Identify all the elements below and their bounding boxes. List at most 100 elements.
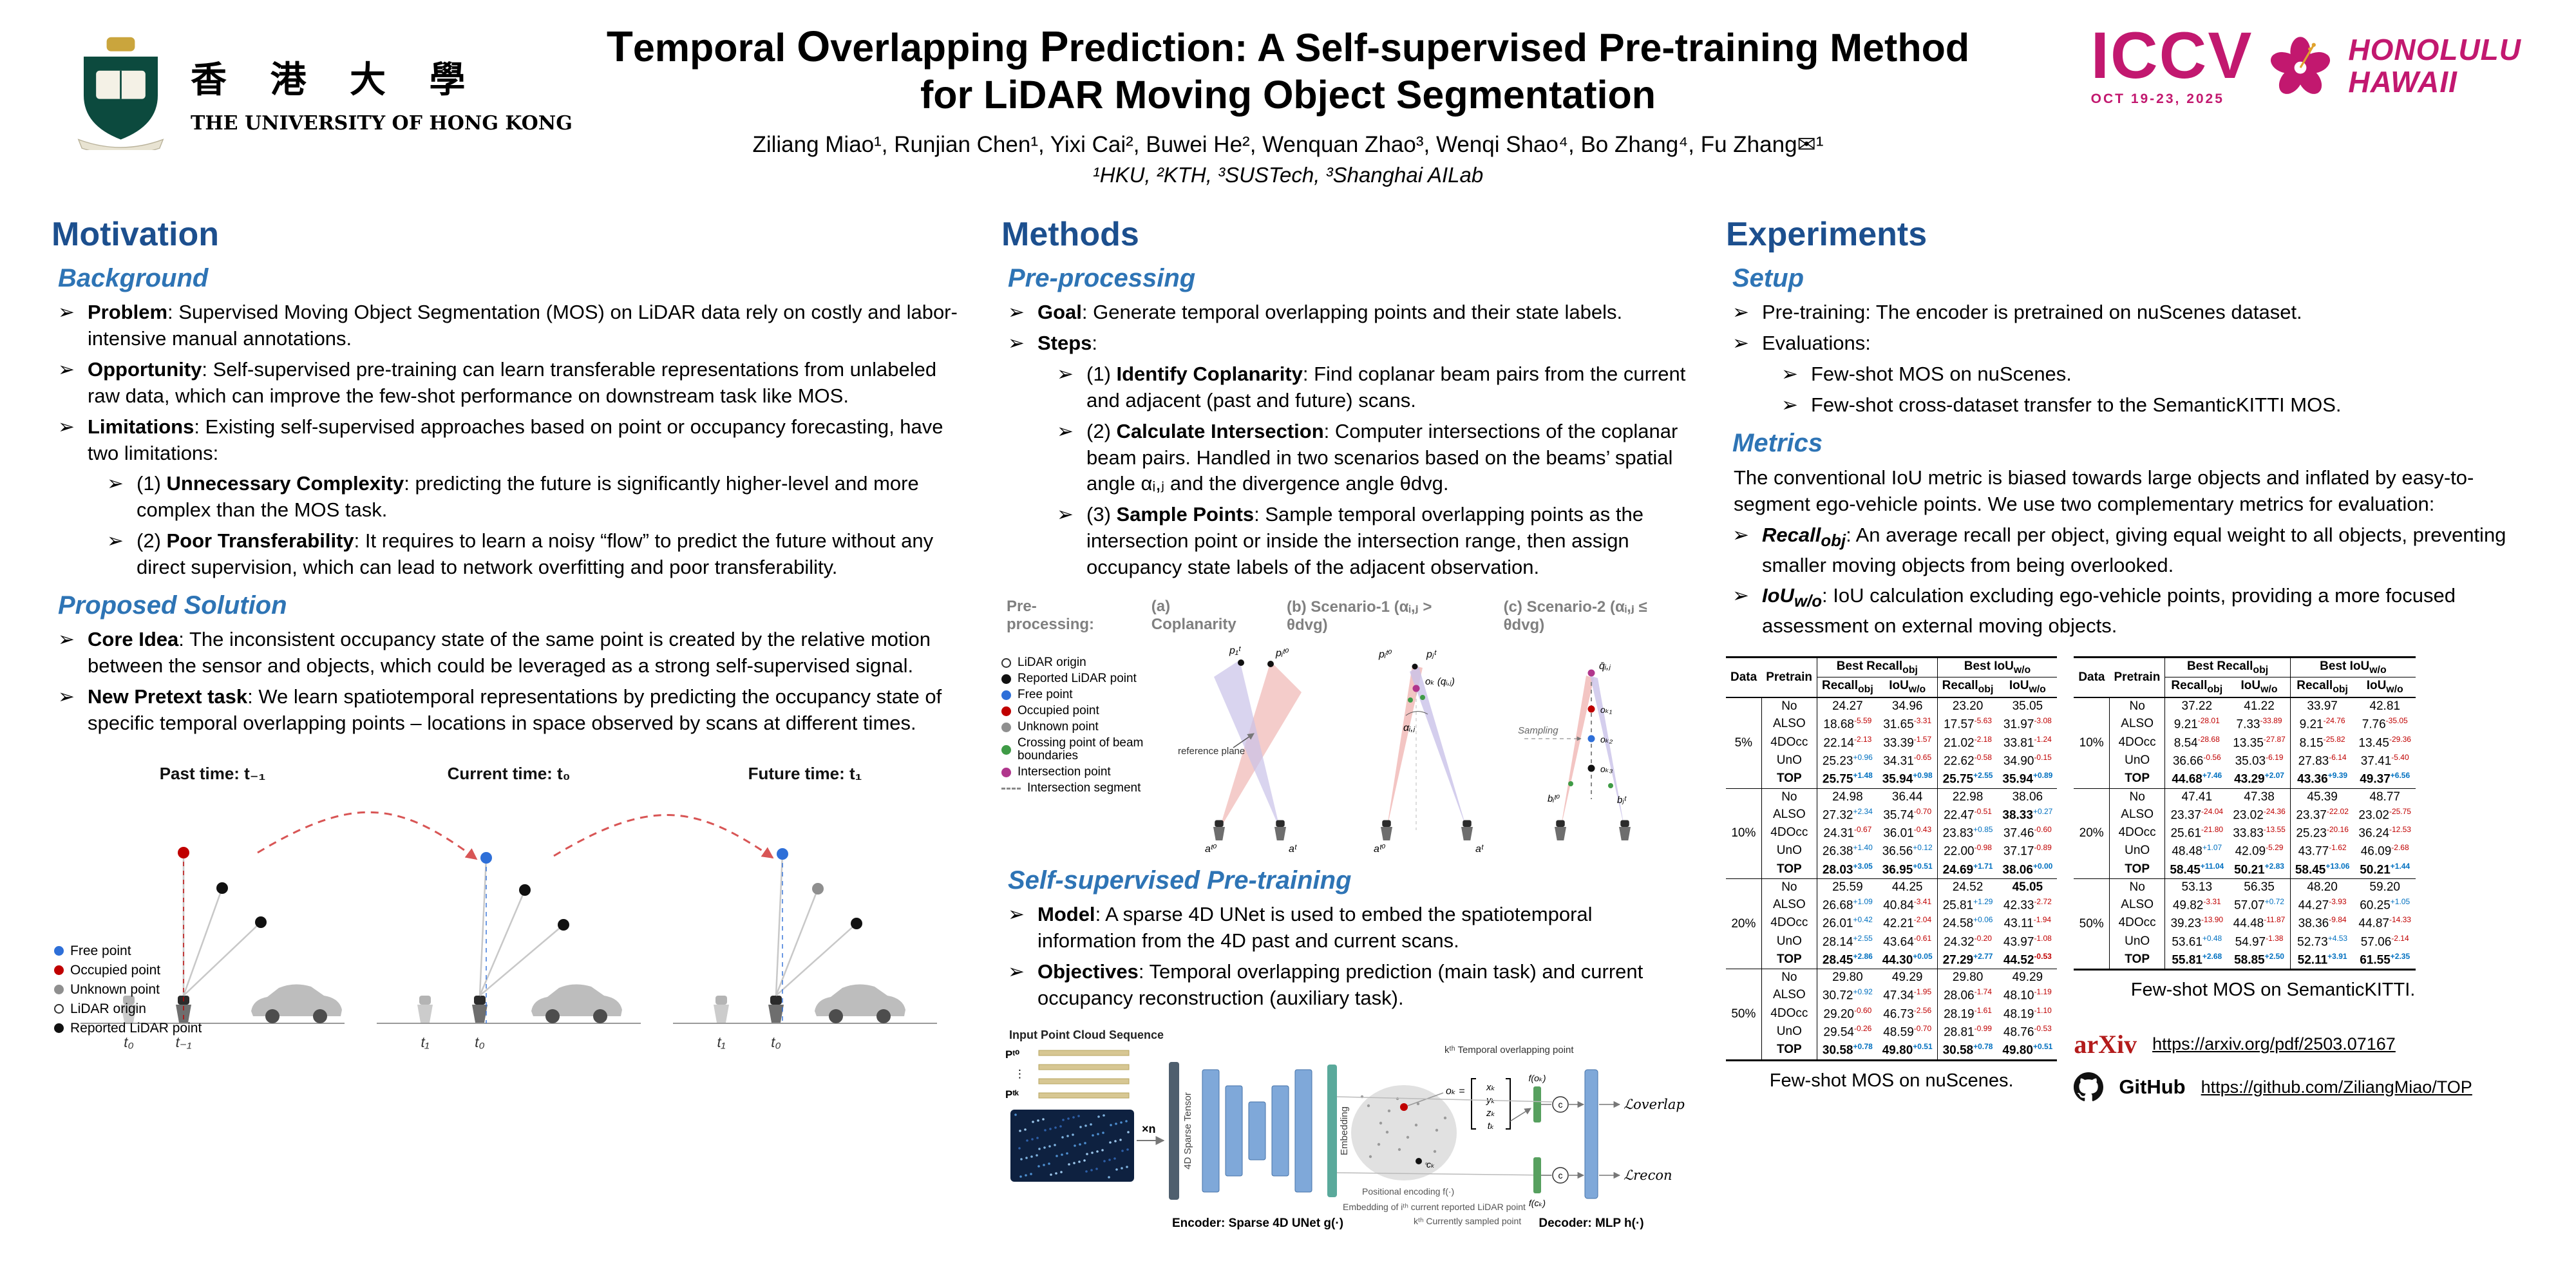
motivation-panel: Future time: t₁ t₁ t₀ <box>673 764 937 1050</box>
label-a-t-b: aᵗ <box>1475 844 1484 855</box>
bullet-arrow-icon: ➢ <box>58 685 75 708</box>
label-loss-recon: ℒrecon <box>1624 1168 1672 1183</box>
legend-item: Free point <box>1001 688 1174 702</box>
bullet-text: : We learn spatiotemporal representation… <box>88 685 942 734</box>
value-cell: 35.94+0.89 <box>2002 771 2053 786</box>
bullet-subitem: ➢ (1) Unnecessary Complexity: predicting … <box>107 471 966 524</box>
legend-label: Free point <box>1018 687 1073 701</box>
bullet-arrow-icon: ➢ <box>1732 584 1749 607</box>
value-cell: 35.03-6.19 <box>2228 751 2291 770</box>
value-cell: 23.02-24.36 <box>2228 805 2291 824</box>
legend-item: Occupied point <box>54 963 202 978</box>
table-row: ALSO 27.32+2.34 35.74-0.70 22.47-0.51 38.33+… <box>1726 805 2057 824</box>
value-cell: 26.68+1.09 <box>1822 896 1873 913</box>
col-subheader: Recallobj <box>2164 677 2229 699</box>
label-pj-b: pⱼᵗ <box>1426 649 1437 660</box>
value-cell: 27.32+2.34 <box>1822 806 1873 822</box>
col-header-data: Data <box>2074 657 2110 699</box>
time-tick-label: t₀ <box>124 1034 133 1050</box>
metric-label: IoUw/o <box>1762 584 1822 611</box>
arxiv-linkrow: arXiv https://arxiv.org/pdf/2503.07167 <box>2074 1029 2472 1059</box>
bullet-arrow-icon: ➢ <box>58 628 75 651</box>
col-subheader: Recallobj <box>1817 677 1878 699</box>
value-cell: 44.52-0.53 <box>2003 951 2052 967</box>
table-row: UnO 25.23+0.96 34.31-0.65 22.62-0.58 34.90-0… <box>1726 751 2057 770</box>
value-cell: 34.31-0.65 <box>1877 751 1938 770</box>
bullet-text: : Supervised Moving Object Segmentation … <box>88 301 958 350</box>
col-header-pretrain: Pretrain <box>2109 657 2166 699</box>
preprocessing-figure-canvas: p₁ᵗ pᵢᵗ⁰ reference plane aᵗ⁰ aᵗ <box>1178 645 1631 855</box>
solution-items: ➢ Core Idea: The inconsistent occupancy s… <box>52 627 966 737</box>
github-link[interactable]: https://github.com/ZiliangMiao/TOP <box>2201 1077 2472 1097</box>
value-cell: 52.11+3.91 <box>2297 951 2347 967</box>
label-bi: bᵢᵗ⁰ <box>1548 793 1560 804</box>
value-cell: 30.58+0.78 <box>1822 1042 1873 1057</box>
value-cell: 35.05 <box>2012 699 2043 714</box>
motivation-figure: Past time: t₋₁ t₀ t₋₁ Current time: t₀ t₁ t₀ F… <box>52 756 966 1062</box>
background-subheading: Background <box>58 264 209 292</box>
bullet-subitem: ➢ (1) Identify Coplanarity: Find coplanar… <box>1057 361 1690 414</box>
motivation-figure-legend: Free point Occupied point Unknown point LiD… <box>54 940 202 1040</box>
legend-item: LiDAR origin <box>1001 656 1174 670</box>
legend-item: Crossing point of beam boundaries <box>1001 736 1174 764</box>
value-cell: 38.06+0.00 <box>2002 861 2053 876</box>
bullet-item: ➢ Goal: Generate temporal overlapping poi… <box>1008 299 1690 326</box>
nuscenes-results: Data Pretrain Best Recallobj Best IoUw/o Rec… <box>1726 656 2058 1092</box>
table-row: UnO 48.48+1.07 42.09-5.29 43.77-1.62 46.09-2… <box>2074 842 2416 860</box>
bullet-text: Few-shot cross-dataset transfer to the S… <box>1811 393 2342 416</box>
label-cur-point: kᵗʰ Currently sampled point <box>1414 1216 1521 1226</box>
bullet-item: ➢ Problem: Supervised Moving Object Segme… <box>58 299 966 352</box>
arxiv-link[interactable]: https://arxiv.org/pdf/2503.07167 <box>2152 1034 2396 1054</box>
hku-logo: 香 港 大 學 THE UNIVERSITY OF HONG KONG <box>68 35 573 150</box>
bullet-label: Steps <box>1037 331 1092 354</box>
table-row: TOP 25.75+1.48 35.94+0.98 25.75+2.55 35.94+0… <box>1726 770 2057 789</box>
bullet-item: ➢ Opportunity: Self-supervised pre-traini… <box>58 357 966 410</box>
value-cell: 36.01-0.43 <box>1877 823 1938 842</box>
table-row: UnO 28.14+2.55 43.64-0.61 24.32-0.20 43.97-1… <box>1726 932 2057 951</box>
table-row: UnO 29.54-0.26 48.59-0.70 28.81-0.99 48.76-0… <box>1726 1022 2057 1041</box>
bullet-subitem: ➢ Few-shot MOS on nuScenes. <box>1781 361 2524 388</box>
bullet-content: Core Idea: The inconsistent occupancy st… <box>88 627 966 679</box>
metrics-subheading: Metrics <box>1732 428 1823 457</box>
table-row: TOP 30.58+0.78 49.80+0.51 30.58+0.78 49.80+0… <box>1726 1041 2057 1060</box>
poster-title-line2: for LiDAR Moving Object Segmentation <box>920 72 1656 117</box>
value-cell: 37.22 <box>2181 699 2213 714</box>
bullet-label: Calculate Intersection <box>1116 419 1324 442</box>
pretrain-cell: TOP <box>2109 860 2166 879</box>
value-cell: 28.19-1.61 <box>1944 1005 1992 1021</box>
value-cell: 24.69+1.71 <box>1942 861 1993 876</box>
value-cell: 22.14-2.13 <box>1823 734 1872 750</box>
value-cell: 55.81+2.68 <box>2172 951 2222 967</box>
unknown-point-marker-icon <box>54 985 64 995</box>
value-cell: 30.58+0.78 <box>1942 1042 1993 1057</box>
bullet-label: New Pretext task <box>88 685 248 708</box>
value-cell: 46.09-2.68 <box>2360 843 2409 858</box>
data-percent-cell: 20% <box>2074 788 2110 879</box>
value-cell: 29.54-0.26 <box>1823 1023 1872 1039</box>
value-cell: 44.68+7.46 <box>2172 771 2222 786</box>
label-a-t0-b: aᵗ⁰ <box>1374 844 1386 855</box>
lidar-origin-marker-icon <box>54 1004 64 1014</box>
value-cell: 28.14+2.55 <box>1822 933 1873 949</box>
label-embedding: Embedding <box>1339 1106 1350 1155</box>
bullet-content: Few-shot cross-dataset transfer to the S… <box>1811 392 2342 419</box>
bullet-item: ➢ Pre-training: The encoder is pretrained… <box>1732 299 2524 326</box>
col-subheader: IoUw/o <box>1998 677 2058 699</box>
occupied-point-marker-icon <box>54 965 64 976</box>
value-cell: 35.94+0.98 <box>1877 770 1938 789</box>
concat-node-label: c <box>1558 1170 1563 1180</box>
bullet-content: Pre-training: The encoder is pretrained … <box>1762 299 2302 326</box>
metrics-items: ➢ Recallobj: An average recall per object… <box>1726 522 2524 639</box>
value-cell: 9.21-24.76 <box>2299 716 2345 732</box>
label-ok1: oₖ₁ <box>1600 705 1613 715</box>
bullet-item: ➢ Objectives: Temporal overlapping predic… <box>1008 959 1690 1012</box>
bullet-label: Problem <box>88 301 168 323</box>
table-row: 50% No 29.80 49.29 29.80 49.29 <box>1726 969 2058 1060</box>
value-cell: 37.17-0.89 <box>2003 843 2052 858</box>
pretrain-cell: ALSO <box>1761 986 1818 1005</box>
figure-title-part: (b) Scenario-1 (αᵢ,ⱼ > θdvg) <box>1286 598 1432 634</box>
pretrain-cell: UnO <box>2109 751 2166 770</box>
label-input-title: Input Point Cloud Sequence <box>1009 1028 1164 1041</box>
bullet-arrow-icon: ➢ <box>1008 960 1025 983</box>
